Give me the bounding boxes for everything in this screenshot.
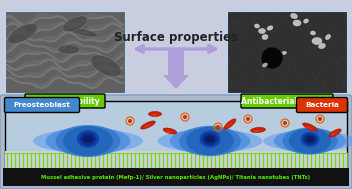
Ellipse shape xyxy=(262,63,268,67)
Text: Preosteoblast: Preosteoblast xyxy=(14,102,70,108)
Ellipse shape xyxy=(283,121,287,125)
Ellipse shape xyxy=(63,126,113,156)
Ellipse shape xyxy=(274,53,280,59)
Bar xyxy=(5,151,347,171)
Ellipse shape xyxy=(306,136,314,143)
Ellipse shape xyxy=(331,132,337,136)
Ellipse shape xyxy=(312,37,322,44)
Ellipse shape xyxy=(291,13,297,19)
Ellipse shape xyxy=(329,129,341,137)
Ellipse shape xyxy=(301,132,319,147)
Ellipse shape xyxy=(33,129,143,153)
Ellipse shape xyxy=(143,124,151,128)
Ellipse shape xyxy=(261,47,283,69)
Ellipse shape xyxy=(267,26,273,30)
Ellipse shape xyxy=(165,131,172,133)
Ellipse shape xyxy=(80,132,96,146)
Ellipse shape xyxy=(45,127,131,155)
Ellipse shape xyxy=(310,31,315,35)
Text: Biocompatibility: Biocompatibility xyxy=(30,97,100,105)
FancyBboxPatch shape xyxy=(5,101,347,171)
FancyArrow shape xyxy=(163,49,189,89)
Ellipse shape xyxy=(304,19,308,23)
Text: Mussel adhesive protein (Mefp-1)/ Silver nanoparticles (AgNPs)/ Titania nanotube: Mussel adhesive protein (Mefp-1)/ Silver… xyxy=(42,174,310,180)
Ellipse shape xyxy=(91,55,121,77)
Ellipse shape xyxy=(318,117,322,121)
Ellipse shape xyxy=(63,16,88,32)
Ellipse shape xyxy=(56,125,120,157)
Ellipse shape xyxy=(141,121,155,129)
Ellipse shape xyxy=(289,128,331,154)
FancyBboxPatch shape xyxy=(5,11,125,93)
Ellipse shape xyxy=(128,119,132,123)
Ellipse shape xyxy=(83,135,93,143)
Ellipse shape xyxy=(149,112,162,116)
Ellipse shape xyxy=(179,126,241,156)
Ellipse shape xyxy=(326,34,331,40)
Ellipse shape xyxy=(8,23,38,44)
Ellipse shape xyxy=(216,125,220,129)
Ellipse shape xyxy=(303,123,317,131)
FancyBboxPatch shape xyxy=(0,95,352,189)
Ellipse shape xyxy=(77,130,99,148)
Ellipse shape xyxy=(226,122,232,128)
Ellipse shape xyxy=(68,27,98,37)
Ellipse shape xyxy=(170,128,250,154)
FancyBboxPatch shape xyxy=(5,98,80,112)
Ellipse shape xyxy=(274,129,346,153)
Ellipse shape xyxy=(282,127,338,155)
Ellipse shape xyxy=(253,130,261,132)
Ellipse shape xyxy=(151,114,157,116)
Ellipse shape xyxy=(163,128,177,134)
FancyBboxPatch shape xyxy=(227,11,347,93)
Ellipse shape xyxy=(262,34,268,40)
Ellipse shape xyxy=(202,133,218,145)
Ellipse shape xyxy=(293,20,301,26)
Ellipse shape xyxy=(186,127,234,155)
FancyBboxPatch shape xyxy=(25,94,105,108)
Ellipse shape xyxy=(282,51,287,55)
Ellipse shape xyxy=(305,126,313,130)
Text: Bacteria: Bacteria xyxy=(305,102,339,108)
Bar xyxy=(3,168,349,186)
Ellipse shape xyxy=(319,43,325,49)
Ellipse shape xyxy=(58,45,80,54)
FancyBboxPatch shape xyxy=(241,94,333,108)
Ellipse shape xyxy=(303,134,317,145)
FancyBboxPatch shape xyxy=(296,98,347,112)
Text: Antibacterial activity: Antibacterial activity xyxy=(241,97,333,105)
Ellipse shape xyxy=(251,127,265,132)
Ellipse shape xyxy=(254,24,259,28)
Text: Surface properties: Surface properties xyxy=(114,31,238,44)
Ellipse shape xyxy=(205,135,215,143)
Ellipse shape xyxy=(263,131,352,151)
Ellipse shape xyxy=(158,130,262,152)
Ellipse shape xyxy=(224,119,236,129)
Ellipse shape xyxy=(246,117,250,121)
Ellipse shape xyxy=(258,29,265,33)
Ellipse shape xyxy=(183,115,187,119)
Ellipse shape xyxy=(200,131,220,148)
